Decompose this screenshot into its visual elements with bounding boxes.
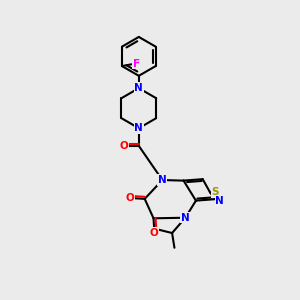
Text: O: O <box>120 141 128 151</box>
Text: N: N <box>134 123 143 133</box>
Text: N: N <box>158 175 167 185</box>
Text: O: O <box>126 193 134 203</box>
Text: N: N <box>181 213 190 223</box>
Text: N: N <box>134 83 143 93</box>
Text: O: O <box>150 228 158 238</box>
Text: N: N <box>215 196 224 206</box>
Text: F: F <box>133 59 140 69</box>
Text: S: S <box>211 187 219 197</box>
